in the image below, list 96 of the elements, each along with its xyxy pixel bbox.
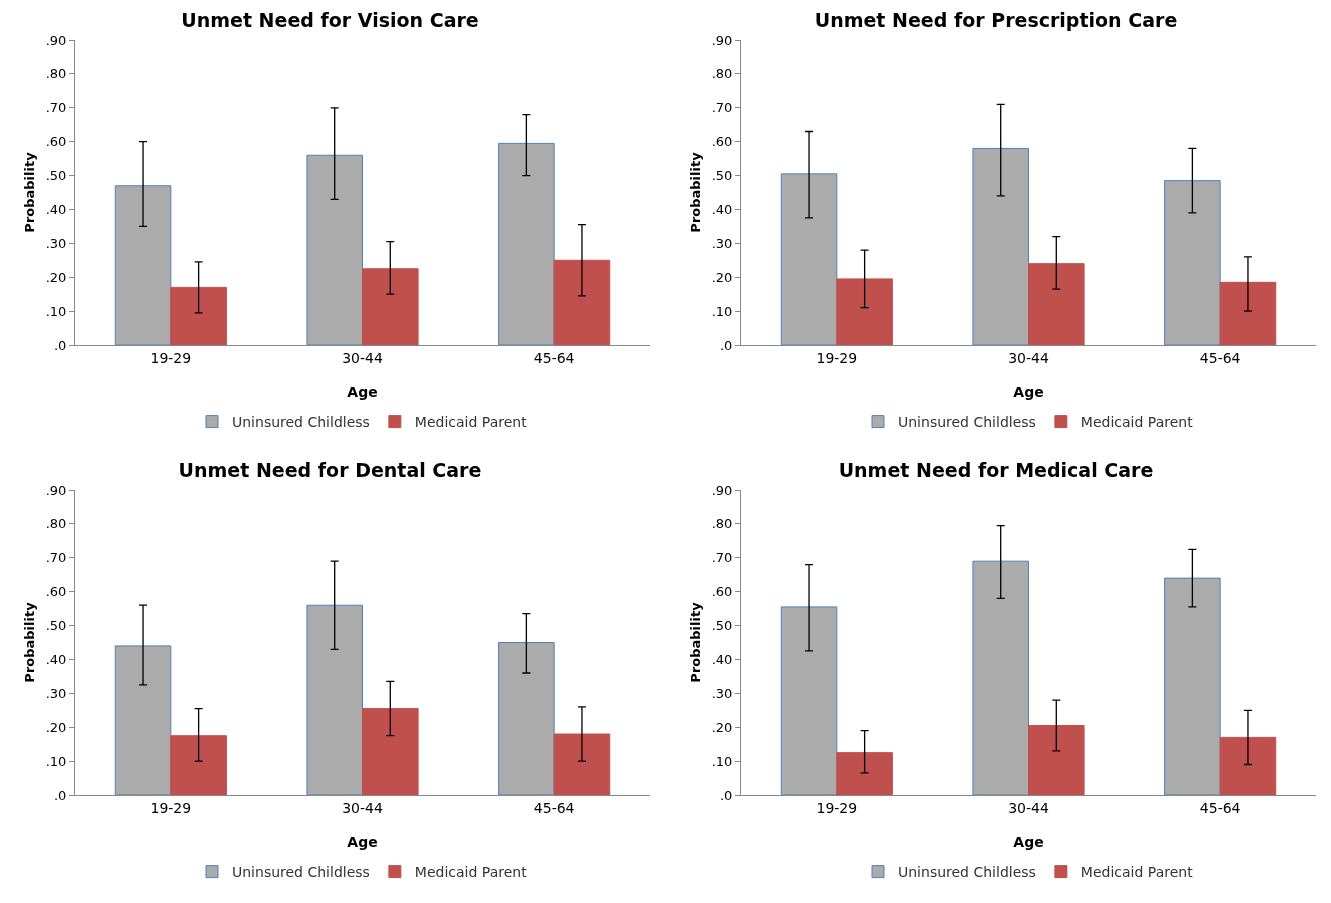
y-tick-label: .20: [711, 719, 733, 735]
x-tick-label: 19-29: [150, 799, 192, 816]
y-tick-label: .20: [45, 269, 67, 285]
y-tick-label: .90: [711, 32, 733, 48]
x-tick-label: 45-64: [1199, 349, 1241, 366]
chart-title: Unmet Need for Vision Care: [181, 8, 479, 31]
x-tick-label: 19-29: [816, 349, 858, 366]
y-tick-label: .30: [45, 685, 67, 701]
x-tick-label: 30-44: [1008, 349, 1049, 366]
y-tick-label: .50: [711, 168, 733, 184]
y-tick-label: .80: [45, 66, 67, 82]
y-tick-label: .10: [45, 753, 67, 769]
bar: [362, 708, 419, 795]
y-tick-label: .90: [45, 32, 67, 48]
bar: [1219, 736, 1277, 795]
bar: [498, 142, 555, 345]
y-tick-label: .10: [45, 303, 67, 319]
y-tick-label: .40: [711, 201, 733, 217]
y-tick-label: .20: [45, 719, 67, 735]
legend-label: Uninsured Childless: [232, 414, 370, 431]
legend-label: Uninsured Childless: [898, 864, 1036, 881]
x-tick-label: 45-64: [1199, 799, 1241, 816]
bar: [780, 606, 838, 795]
legend-label: Medicaid Parent: [1080, 414, 1194, 431]
bar: [1219, 281, 1277, 345]
x-tick-label: 30-44: [342, 349, 383, 366]
y-tick-label: .60: [711, 584, 733, 600]
y-tick-label: .40: [711, 651, 733, 667]
x-tick-label: 19-29: [816, 799, 858, 816]
y-tick-label: .10: [711, 303, 733, 319]
bar: [362, 268, 419, 345]
x-tick-label: 45-64: [533, 799, 575, 816]
y-tick-label: .90: [711, 482, 733, 498]
y-tick-label: .50: [45, 168, 67, 184]
y-tick-label: .50: [45, 618, 67, 634]
y-axis-title: Probability: [687, 601, 703, 683]
y-tick-label: .80: [711, 66, 733, 82]
y-tick-label: .10: [711, 753, 733, 769]
bar: [170, 286, 227, 345]
chart-title: Unmet Need for Dental Care: [178, 458, 482, 481]
y-tick-label: .0: [719, 337, 733, 353]
bar: [498, 642, 555, 795]
bar: [1164, 180, 1221, 345]
y-axis-title: Probability: [21, 601, 37, 683]
y-tick-label: .40: [45, 651, 67, 667]
legend-label: Medicaid Parent: [414, 864, 528, 881]
bar: [972, 560, 1029, 795]
bar: [114, 185, 172, 345]
y-tick-label: .90: [45, 482, 67, 498]
bar: [1028, 263, 1085, 345]
bar: [170, 735, 227, 795]
bar: [780, 173, 838, 345]
y-tick-label: .50: [711, 618, 733, 634]
y-tick-label: .70: [45, 550, 67, 566]
bar: [1164, 577, 1221, 795]
y-tick-label: .60: [711, 134, 733, 150]
y-tick-label: .80: [45, 516, 67, 532]
x-tick-label: 45-64: [533, 349, 575, 366]
y-tick-label: .0: [719, 787, 733, 803]
y-tick-label: .30: [711, 235, 733, 251]
x-tick-label: 30-44: [1008, 799, 1049, 816]
y-tick-label: .30: [45, 235, 67, 251]
y-tick-label: .70: [45, 100, 67, 116]
y-tick-label: .70: [711, 550, 733, 566]
legend-label: Medicaid Parent: [414, 414, 528, 431]
bar: [836, 278, 893, 345]
bar: [972, 147, 1029, 345]
y-tick-label: .80: [711, 516, 733, 532]
bar: [306, 154, 363, 345]
y-tick-label: .0: [53, 337, 67, 353]
legend-label: Medicaid Parent: [1080, 864, 1194, 881]
x-axis-title: Age: [1013, 384, 1044, 400]
y-tick-label: .60: [45, 134, 67, 150]
x-tick-label: 19-29: [150, 349, 192, 366]
y-tick-label: .20: [711, 269, 733, 285]
bar: [553, 259, 611, 345]
y-tick-label: .40: [45, 201, 67, 217]
legend-label: Uninsured Childless: [232, 864, 370, 881]
y-tick-label: .0: [53, 787, 67, 803]
y-tick-label: .30: [711, 685, 733, 701]
y-axis-title: Probability: [21, 151, 37, 233]
y-tick-label: .70: [711, 100, 733, 116]
x-axis-title: Age: [347, 834, 378, 850]
x-tick-label: 30-44: [342, 799, 383, 816]
bar: [553, 733, 611, 795]
chart-title: Unmet Need for Medical Care: [838, 458, 1154, 481]
y-tick-label: .60: [45, 584, 67, 600]
bar: [1028, 725, 1085, 795]
x-axis-title: Age: [1013, 834, 1044, 850]
legend-label: Uninsured Childless: [898, 414, 1036, 431]
chart-title: Unmet Need for Prescription Care: [814, 8, 1178, 31]
bar: [306, 604, 363, 795]
y-axis-title: Probability: [687, 151, 703, 233]
bar: [114, 645, 172, 795]
bar: [836, 752, 893, 795]
x-axis-title: Age: [347, 384, 378, 400]
